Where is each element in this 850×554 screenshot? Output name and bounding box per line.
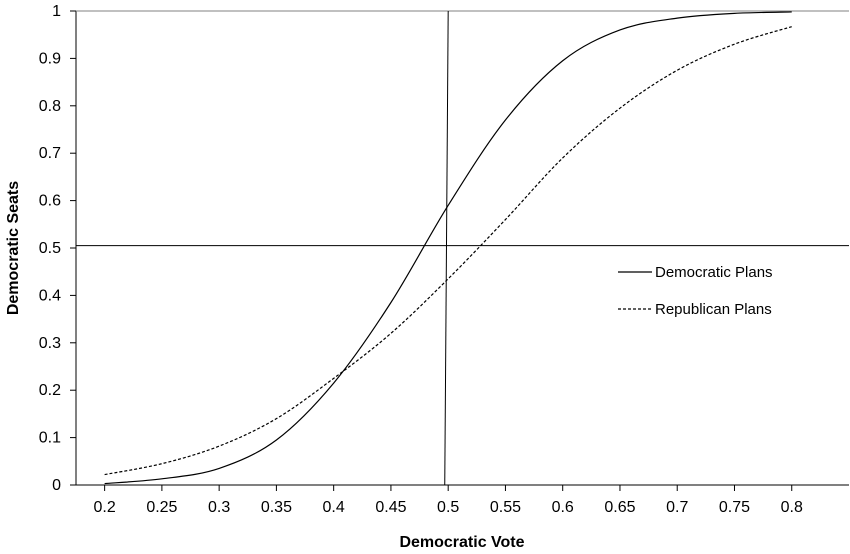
x-tick-label: 0.75 [719, 499, 750, 516]
legend-label: Republican Plans [655, 301, 772, 318]
x-tick-label: 0.55 [490, 499, 521, 516]
plot-frame [75, 10, 849, 486]
x-tick-label: 0.5 [437, 499, 459, 516]
y-tick-label: 0.4 [39, 287, 61, 304]
y-tick-label: 0.6 [39, 193, 61, 210]
x-tick-label: 0.45 [375, 499, 406, 516]
x-tick-label: 0.25 [146, 499, 177, 516]
x-tick-label: 0.4 [323, 499, 345, 516]
legend-label: Democratic Plans [655, 264, 773, 281]
x-axis-title: Democratic Vote [399, 534, 524, 551]
y-axis-ticks: 0 0.1 0.2 0.3 0.4 0.5 0.6 0.7 0.8 0.9 1 [39, 3, 76, 494]
x-tick-label: 0.6 [552, 499, 574, 516]
x-axis-ticks: 0.2 0.25 0.3 0.35 0.4 0.45 0.5 0.55 0.6 0.65 0.7 0.… [94, 485, 803, 516]
series-line-democratic-plans [104, 11, 792, 485]
series-line-republican-plans [104, 26, 792, 476]
y-tick-label: 0.9 [39, 50, 61, 67]
series-layer [104, 11, 792, 485]
x-tick-label: 0.3 [208, 499, 230, 516]
y-tick-label: 1 [52, 3, 61, 20]
x-tick-label: 0.2 [94, 499, 116, 516]
y-tick-label: 0.5 [39, 240, 61, 257]
legend: Democratic Plans Republican Plans [618, 264, 773, 318]
y-tick-label: 0.3 [39, 335, 61, 352]
x-tick-label: 0.8 [781, 499, 803, 516]
reference-lines [76, 10, 849, 486]
y-tick-label: 0 [52, 477, 61, 494]
y-tick-label: 0.7 [39, 145, 61, 162]
x-tick-label: 0.65 [604, 499, 635, 516]
y-tick-label: 0.8 [39, 98, 61, 115]
x-tick-label: 0.35 [261, 499, 292, 516]
y-axis-title: Democratic Seats [5, 181, 22, 315]
y-tick-label: 0.1 [39, 430, 61, 447]
half-vote-line [444, 10, 449, 486]
x-tick-label: 0.7 [666, 499, 688, 516]
y-tick-label: 0.2 [39, 382, 61, 399]
